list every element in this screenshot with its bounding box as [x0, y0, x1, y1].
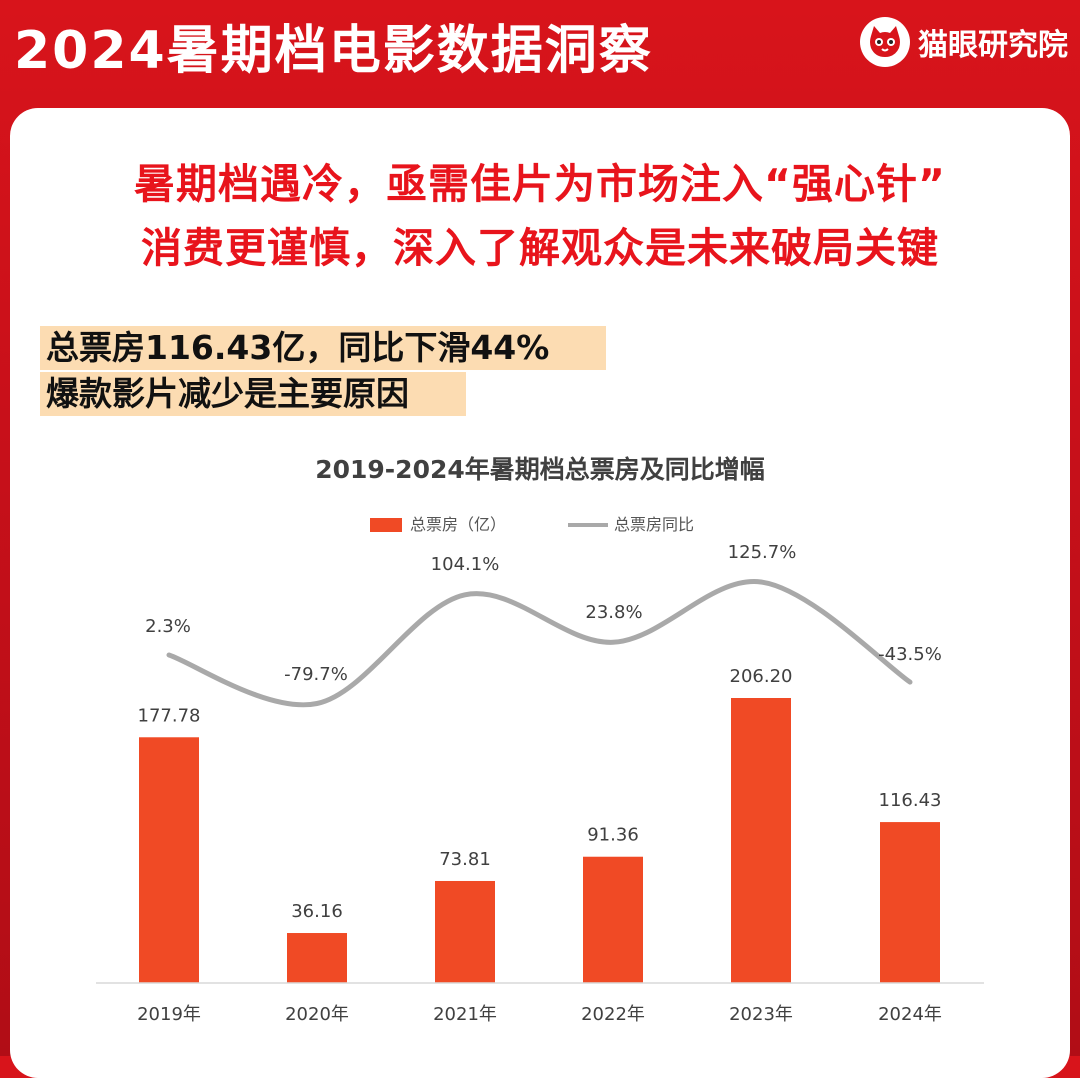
bar-label-2020: 36.16: [291, 901, 343, 922]
page-title: 2024暑期档电影数据洞察: [14, 21, 653, 81]
header: 2024暑期档电影数据洞察 猫眼研究院: [0, 0, 1080, 100]
headline-line-1: 暑期档遇冷，亟需佳片为市场注入“强心针”: [134, 160, 946, 208]
yoy-label-2021: 104.1%: [431, 554, 500, 575]
legend-swatch-box-office: [370, 518, 402, 532]
brand: 猫眼研究院: [860, 14, 1068, 70]
yoy-label-2024: -43.5%: [878, 644, 942, 665]
legend-label-yoy: 总票房同比: [614, 515, 694, 534]
bar-label-2021: 73.81: [439, 849, 491, 870]
bar-2024: [880, 822, 940, 983]
bar-label-2022: 91.36: [587, 825, 639, 846]
x-tick-2024: 2024年: [878, 1004, 942, 1025]
x-tick-2019: 2019年: [137, 1004, 201, 1025]
x-tick-2020: 2020年: [285, 1004, 349, 1025]
x-tick-2022: 2022年: [581, 1004, 645, 1025]
x-tick-2021: 2021年: [433, 1004, 497, 1025]
highlight-line-2: 爆款影片减少是主要原因: [40, 372, 466, 416]
yoy-label-2022: 23.8%: [585, 602, 642, 623]
highlight-line-1: 总票房116.43亿，同比下滑44%: [40, 326, 606, 370]
cat-face-icon: [860, 17, 910, 67]
yoy-line: [166, 579, 913, 708]
bar-2022: [583, 856, 643, 983]
chart-title: 2019-2024年暑期档总票房及同比增幅: [315, 455, 765, 484]
bar-2019: [139, 737, 199, 983]
yoy-label-2019: 2.3%: [145, 616, 191, 637]
bar-2020: [287, 933, 347, 983]
headline-line-2: 消费更谨慎，深入了解观众是未来破局关键: [141, 224, 939, 272]
yoy-label-2023: 125.7%: [728, 542, 797, 563]
bar-2021: [435, 880, 495, 983]
yoy-label-2020: -79.7%: [284, 664, 348, 685]
x-tick-2023: 2023年: [729, 1004, 793, 1025]
legend-label-box-office: 总票房（亿）: [410, 515, 506, 534]
bar-label-2023: 206.20: [730, 666, 793, 687]
brand-name: 猫眼研究院: [918, 28, 1068, 63]
bar-label-2024: 116.43: [879, 790, 942, 811]
bar-label-2019: 177.78: [138, 705, 201, 726]
bar-2023: [731, 698, 791, 983]
